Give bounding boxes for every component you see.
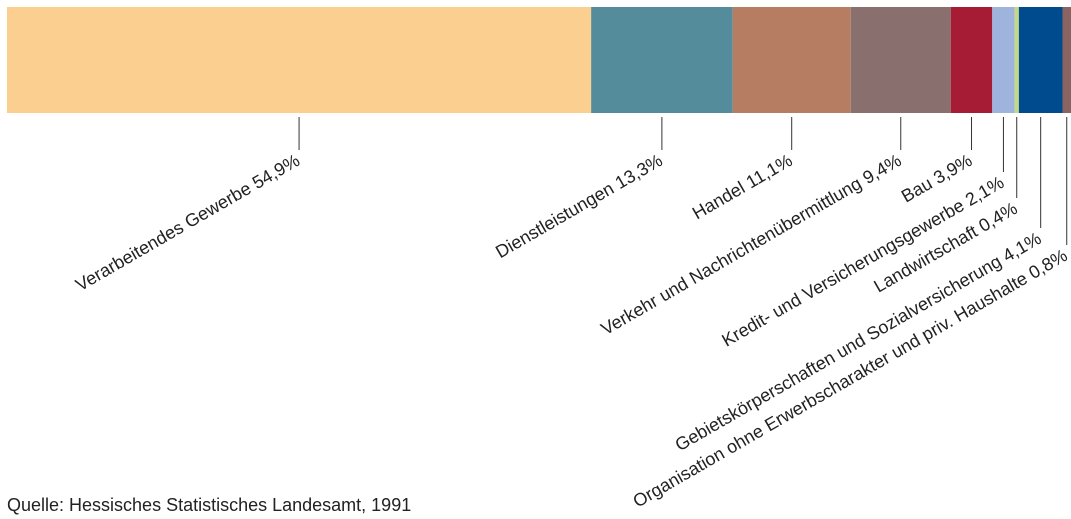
category-name: Dienstleistungen [492, 178, 617, 262]
bar-segment [850, 7, 951, 113]
value-label: 9,4% [859, 150, 905, 188]
bar-segment [591, 7, 733, 113]
value-label: 13,3% [612, 150, 666, 193]
bar-segment [1018, 7, 1063, 113]
category-name: Bau [898, 173, 936, 206]
segment-label: Dienstleistungen 13,3% [492, 150, 666, 262]
value-label: 11,1% [743, 150, 796, 192]
bar-segment [7, 7, 592, 113]
segment-label: Verarbeitendes Gewerbe 54,9% [72, 150, 303, 295]
segment-label: Handel 11,1% [689, 150, 796, 223]
category-name: Handel [689, 178, 748, 224]
bar-segment [1014, 7, 1019, 113]
value-label: 3,9% [930, 150, 976, 188]
bar-segment [992, 7, 1015, 113]
bar-segment [732, 7, 851, 113]
bar-segment [950, 7, 993, 113]
source: Quelle: Hessisches Statistisches Landesa… [7, 495, 411, 515]
bar-segment [1062, 7, 1071, 113]
category-name: Verarbeitendes Gewerbe [72, 178, 254, 295]
category-name: Organisation ohne Erwerbscharakter und p… [629, 268, 1030, 511]
value-label: 54,9% [249, 150, 303, 193]
